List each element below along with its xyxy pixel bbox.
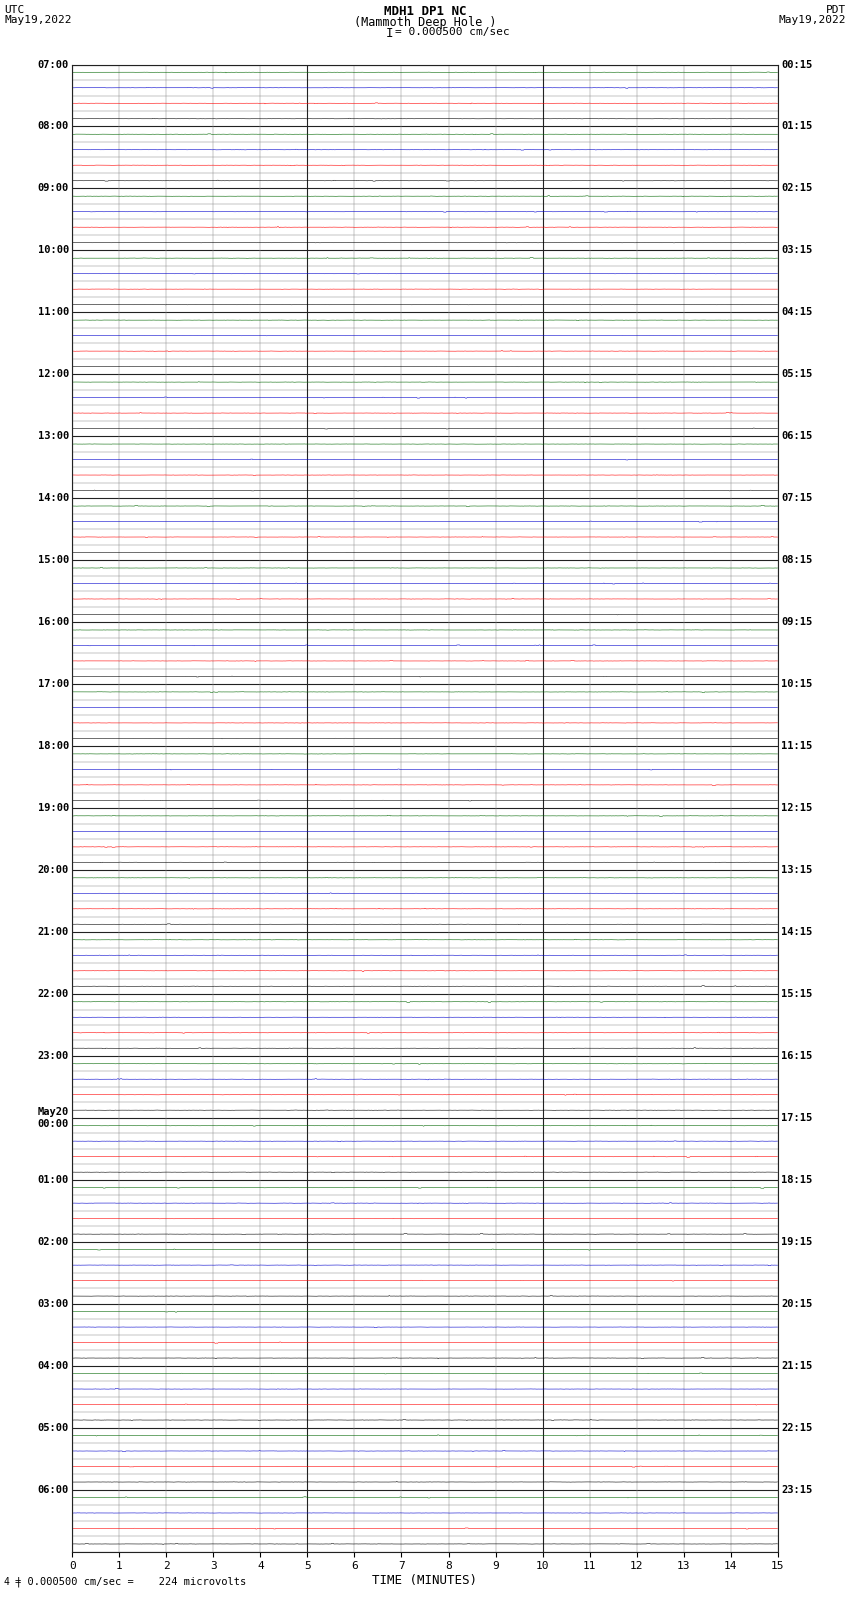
Text: 05:00: 05:00 xyxy=(37,1423,69,1432)
Text: 17:15: 17:15 xyxy=(781,1113,813,1123)
Text: 01:00: 01:00 xyxy=(37,1174,69,1186)
Text: 06:15: 06:15 xyxy=(781,431,813,442)
Text: 20:15: 20:15 xyxy=(781,1298,813,1308)
Text: 02:00: 02:00 xyxy=(37,1237,69,1247)
Text: 03:15: 03:15 xyxy=(781,245,813,255)
Text: PDT: PDT xyxy=(825,5,846,15)
Text: 07:00: 07:00 xyxy=(37,60,69,69)
Text: 06:00: 06:00 xyxy=(37,1484,69,1495)
Text: (Mammoth Deep Hole ): (Mammoth Deep Hole ) xyxy=(354,16,496,29)
Text: 04:00: 04:00 xyxy=(37,1361,69,1371)
Text: 17:00: 17:00 xyxy=(37,679,69,689)
Text: May19,2022: May19,2022 xyxy=(779,15,846,24)
X-axis label: TIME (MINUTES): TIME (MINUTES) xyxy=(372,1574,478,1587)
Text: 19:15: 19:15 xyxy=(781,1237,813,1247)
Text: 22:00: 22:00 xyxy=(37,989,69,998)
Text: 14:00: 14:00 xyxy=(37,494,69,503)
Text: 16:15: 16:15 xyxy=(781,1052,813,1061)
Text: 11:15: 11:15 xyxy=(781,740,813,752)
Text: 19:00: 19:00 xyxy=(37,803,69,813)
Text: 03:00: 03:00 xyxy=(37,1298,69,1308)
Text: 20:00: 20:00 xyxy=(37,865,69,876)
Text: = 0.000500 cm/sec: = 0.000500 cm/sec xyxy=(395,27,510,37)
Text: 08:15: 08:15 xyxy=(781,555,813,565)
Text: 4 |: 4 | xyxy=(4,1576,22,1587)
Text: 01:15: 01:15 xyxy=(781,121,813,132)
Text: 09:00: 09:00 xyxy=(37,184,69,194)
Text: 04:15: 04:15 xyxy=(781,308,813,318)
Text: 09:15: 09:15 xyxy=(781,618,813,627)
Text: 21:00: 21:00 xyxy=(37,927,69,937)
Text: 13:00: 13:00 xyxy=(37,431,69,442)
Text: 05:15: 05:15 xyxy=(781,369,813,379)
Text: 23:00: 23:00 xyxy=(37,1052,69,1061)
Text: 14:15: 14:15 xyxy=(781,927,813,937)
Text: I: I xyxy=(386,27,393,40)
Text: May20
00:00: May20 00:00 xyxy=(37,1107,69,1129)
Text: 15:15: 15:15 xyxy=(781,989,813,998)
Text: 18:00: 18:00 xyxy=(37,740,69,752)
Text: 11:00: 11:00 xyxy=(37,308,69,318)
Text: 10:15: 10:15 xyxy=(781,679,813,689)
Text: 08:00: 08:00 xyxy=(37,121,69,132)
Text: UTC: UTC xyxy=(4,5,25,15)
Text: 10:00: 10:00 xyxy=(37,245,69,255)
Text: May19,2022: May19,2022 xyxy=(4,15,71,24)
Text: 00:15: 00:15 xyxy=(781,60,813,69)
Text: 12:15: 12:15 xyxy=(781,803,813,813)
Text: 23:15: 23:15 xyxy=(781,1484,813,1495)
Text: 13:15: 13:15 xyxy=(781,865,813,876)
Text: 16:00: 16:00 xyxy=(37,618,69,627)
Text: 12:00: 12:00 xyxy=(37,369,69,379)
Text: 07:15: 07:15 xyxy=(781,494,813,503)
Text: 15:00: 15:00 xyxy=(37,555,69,565)
Text: 21:15: 21:15 xyxy=(781,1361,813,1371)
Text: 02:15: 02:15 xyxy=(781,184,813,194)
Text: 22:15: 22:15 xyxy=(781,1423,813,1432)
Text: = 0.000500 cm/sec =    224 microvolts: = 0.000500 cm/sec = 224 microvolts xyxy=(15,1578,246,1587)
Text: MDH1 DP1 NC: MDH1 DP1 NC xyxy=(383,5,467,18)
Text: 18:15: 18:15 xyxy=(781,1174,813,1186)
